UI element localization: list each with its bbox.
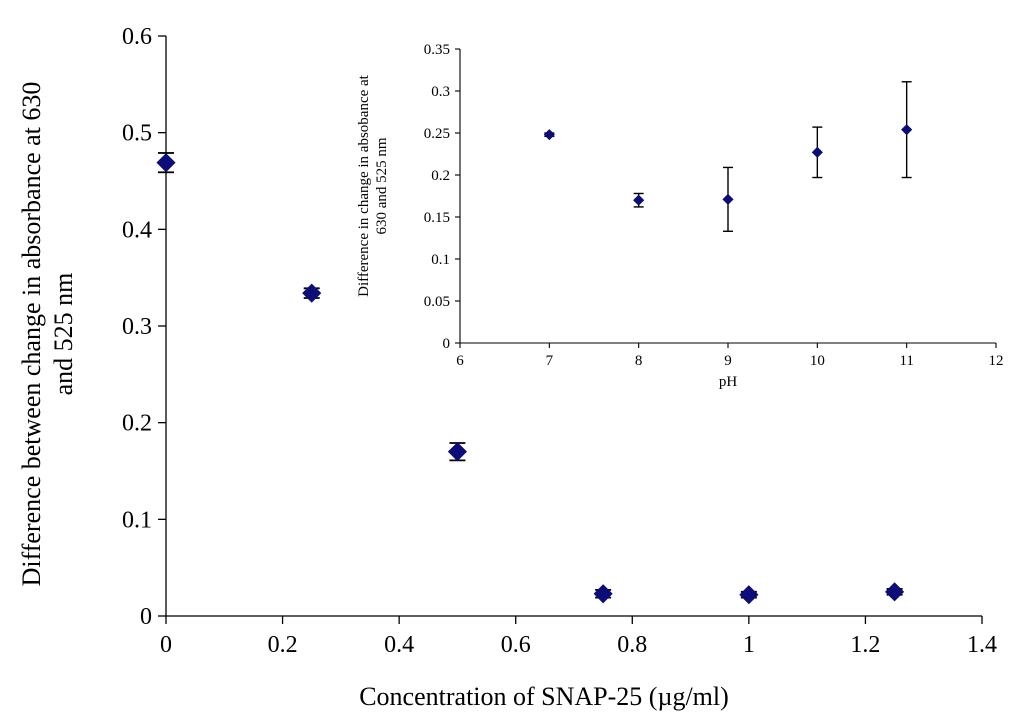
inset-data-points (543, 81, 913, 232)
inset-data-point (811, 146, 823, 158)
inset-x-ticks: 6 7 8 9 10 11 12 (456, 343, 1004, 369)
main-y-axis-title-line-2: and 525 nm (49, 273, 78, 396)
inset-y-tick-label: 0.25 (424, 126, 450, 142)
main-x-tick-label: 0.4 (384, 632, 414, 658)
inset-y-ticks: 0 0.05 0.1 0.15 0.2 0.25 0.3 0.35 (424, 42, 460, 352)
main-data-point (156, 153, 176, 173)
inset-y-tick-label: 0.1 (431, 252, 450, 268)
inset-x-tick-label: 7 (546, 353, 554, 369)
main-data-point (885, 582, 905, 602)
main-y-tick-label: 0.5 (122, 121, 152, 147)
inset-x-tick-label: 10 (810, 353, 825, 369)
main-data-points (156, 152, 905, 605)
inset-chart: 6 7 8 9 10 11 12 0 0.05 0.1 0.15 0.2 0.25 0.3 0.35 pH… (356, 42, 1004, 390)
inset-x-tick-label: 8 (635, 353, 643, 369)
main-y-ticks: 0 0.1 0.2 0.3 0.4 0.5 0.6 (122, 24, 166, 630)
inset-x-tick-label: 9 (724, 353, 732, 369)
main-y-tick-label: 0.2 (122, 411, 152, 437)
main-x-axis-title: Concentration of SNAP-25 (µg/ml) (359, 682, 729, 711)
main-x-tick-label: 0.6 (501, 632, 531, 658)
main-x-tick-label: 1.2 (850, 632, 880, 658)
main-x-tick-label: 1 (743, 632, 755, 658)
main-data-point (302, 283, 322, 303)
inset-y-tick-label: 0.3 (431, 84, 450, 100)
main-x-tick-label: 1.4 (967, 632, 997, 658)
main-chart: 0 0.2 0.4 0.6 0.8 1 1.2 1.4 0 0.1 0.2 0.3 0.4 0.5 0.6… (17, 24, 997, 711)
inset-y-axis-title-line-2: 630 and 525 nm (374, 137, 390, 234)
inset-data-point (901, 124, 913, 136)
inset-y-tick-label: 0.2 (431, 168, 450, 184)
main-y-tick-label: 0 (140, 604, 152, 630)
inset-y-tick-label: 0.35 (424, 42, 450, 58)
inset-data-point (722, 193, 734, 205)
main-x-ticks: 0 0.2 0.4 0.6 0.8 1 1.2 1.4 (160, 616, 997, 658)
main-x-tick-label: 0.8 (617, 632, 647, 658)
main-y-tick-label: 0.1 (122, 507, 152, 533)
main-y-axis-title-line-1: Difference between change in absorbance … (17, 82, 46, 587)
inset-x-tick-label: 6 (456, 353, 464, 369)
main-y-axis-title: Difference between change in absorbance … (17, 82, 78, 587)
main-x-tick-label: 0 (160, 632, 172, 658)
main-x-tick-label: 0.2 (268, 632, 298, 658)
inset-y-axis-title: Difference in change in absobance at 630… (356, 74, 390, 297)
inset-data-point (543, 129, 555, 141)
inset-x-tick-label: 12 (989, 353, 1004, 369)
main-y-tick-label: 0.3 (122, 314, 152, 340)
main-y-tick-label: 0.6 (122, 24, 152, 50)
inset-y-axis-title-line-1: Difference in change in absobance at (356, 74, 372, 297)
inset-y-tick-label: 0.05 (424, 294, 450, 310)
main-data-point (739, 585, 759, 605)
inset-x-axis-title: pH (719, 374, 738, 390)
inset-x-tick-label: 11 (899, 353, 913, 369)
inset-data-point (633, 194, 645, 206)
main-data-point (447, 442, 467, 462)
inset-y-tick-label: 0 (443, 336, 451, 352)
main-data-point (593, 584, 613, 604)
main-y-tick-label: 0.4 (122, 217, 152, 243)
inset-y-tick-label: 0.15 (424, 210, 450, 226)
